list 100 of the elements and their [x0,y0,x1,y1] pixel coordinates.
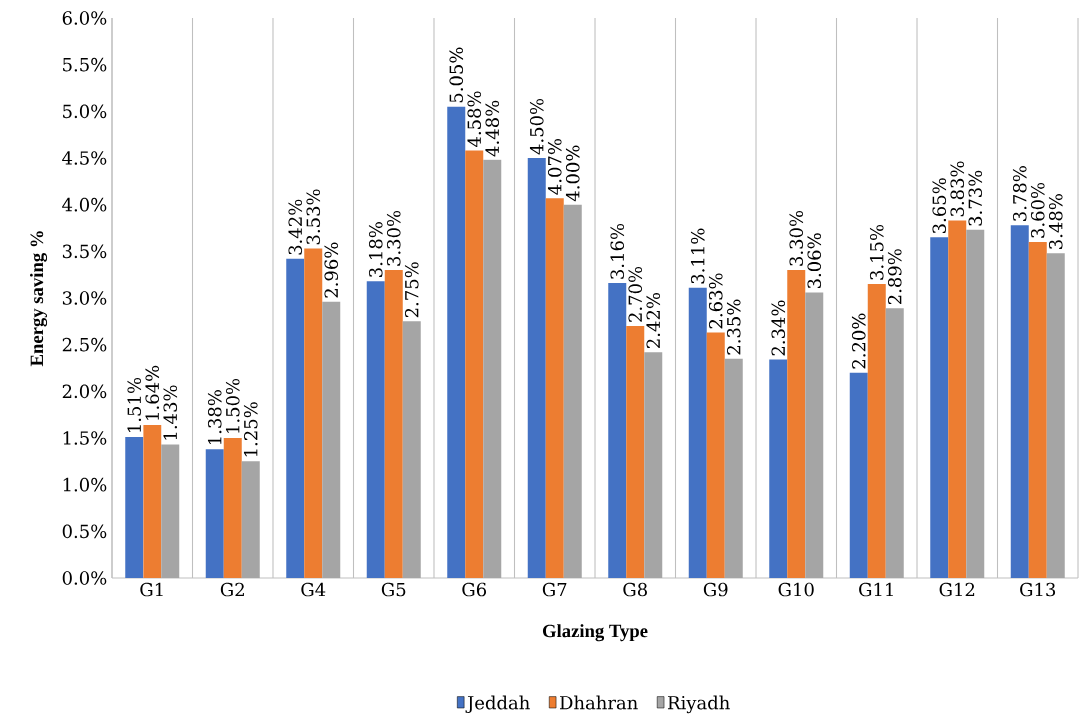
bar [644,352,663,578]
bar [608,283,627,578]
y-tick-label: 4.5% [62,151,107,165]
data-label: 3.83% [950,161,965,217]
data-label: 3.15% [869,224,884,280]
data-label: 2.89% [887,249,902,305]
data-label: 4.48% [485,100,500,157]
bar [205,449,224,578]
bar [724,358,743,578]
bar [849,372,868,578]
legend-label: Dhahran [560,695,638,710]
y-tick-label: 4.0% [62,197,107,212]
data-label: 3.42% [288,199,303,255]
bar [563,204,582,578]
x-tick-label: G5 [381,582,406,597]
y-tick-label: 5.0% [63,104,107,119]
y-tick-label: 2.0% [62,384,107,399]
x-tick-label: G1 [140,582,163,597]
bar [1028,242,1047,578]
bar [1046,253,1065,578]
bar [805,292,824,578]
y-tick-label: 0.5% [62,524,107,539]
data-label: 3.16% [610,223,625,279]
bar [161,444,180,578]
bar [125,437,144,578]
data-label: 2.70% [628,266,643,322]
x-tick-label: G8 [623,582,647,597]
data-label: 4.00% [565,145,580,202]
x-tick-label: G11 [859,582,893,597]
bar [688,287,707,578]
data-label: 4.50% [529,98,544,155]
bar [885,308,904,578]
bar [930,237,949,578]
y-tick-label: 3.5% [62,244,107,259]
x-tick-label: G7 [542,582,567,597]
bar [304,248,323,578]
data-label: 2.20% [851,313,866,369]
x-tick-label: G4 [301,582,326,597]
y-tick-label: 1.0% [63,477,107,492]
bar [769,359,788,578]
x-tick-label: G9 [703,582,728,597]
data-label: 2.63% [708,273,723,329]
data-label: 2.42% [646,293,661,348]
bar [545,198,564,578]
y-tick-label: 0.0% [62,571,107,585]
x-axis-title: Glazing Type [542,624,648,642]
data-label: 3.11% [690,228,705,284]
data-label: 3.53% [306,189,321,245]
data-label: 1.51% [127,377,142,432]
bar [948,220,967,578]
data-label: 1.38% [207,390,222,445]
bar [286,258,305,578]
data-label: 3.30% [789,210,804,266]
y-tick-label: 2.5% [62,337,107,352]
bar [366,281,385,578]
bar [384,270,403,578]
bar [527,158,546,578]
data-label: 2.35% [726,299,741,355]
x-tick-label: G12 [939,582,975,597]
bar [966,229,985,578]
bar [465,150,484,578]
bar [447,106,466,578]
bar [223,438,242,578]
y-tick-label: 5.5% [63,57,107,72]
data-label: 2.34% [771,300,786,356]
bar [867,284,886,578]
data-label: 2.75% [404,262,419,318]
bar [1010,225,1029,578]
bar [402,321,421,578]
data-label: 1.43% [163,385,178,440]
x-tick-label: G2 [220,582,244,597]
data-label: 1.64% [145,365,160,420]
data-label: 5.05% [449,47,464,103]
bar [322,301,341,578]
data-label: 3.18% [368,222,383,277]
data-label: 1.25% [243,402,258,457]
legend-label: Jeddah [465,695,530,714]
bar [241,461,260,578]
x-tick-label: G6 [462,582,487,597]
data-label: 3.48% [1048,194,1063,249]
data-label: 3.73% [968,170,983,226]
data-label: 3.06% [807,233,822,289]
data-label: 3.65% [932,178,947,234]
bar [787,270,806,578]
y-tick-label: 1.5% [63,431,107,445]
bar [626,326,645,578]
data-label: 4.07% [547,139,562,195]
data-label: 3.60% [1030,182,1045,238]
data-label: 2.96% [324,242,339,298]
bar [143,424,162,578]
y-tick-label: 6.0% [62,11,107,25]
x-tick-label: G10 [778,582,814,597]
y-tick-label: 3.0% [62,291,107,305]
legend-label: Riyadh [667,695,730,714]
data-label: 4.58% [467,91,482,148]
bar [483,159,502,578]
x-tick-label: G13 [1020,582,1056,597]
y-axis-title: Energy saving % [29,231,48,367]
data-label: 3.78% [1012,166,1027,221]
bar [706,332,725,578]
